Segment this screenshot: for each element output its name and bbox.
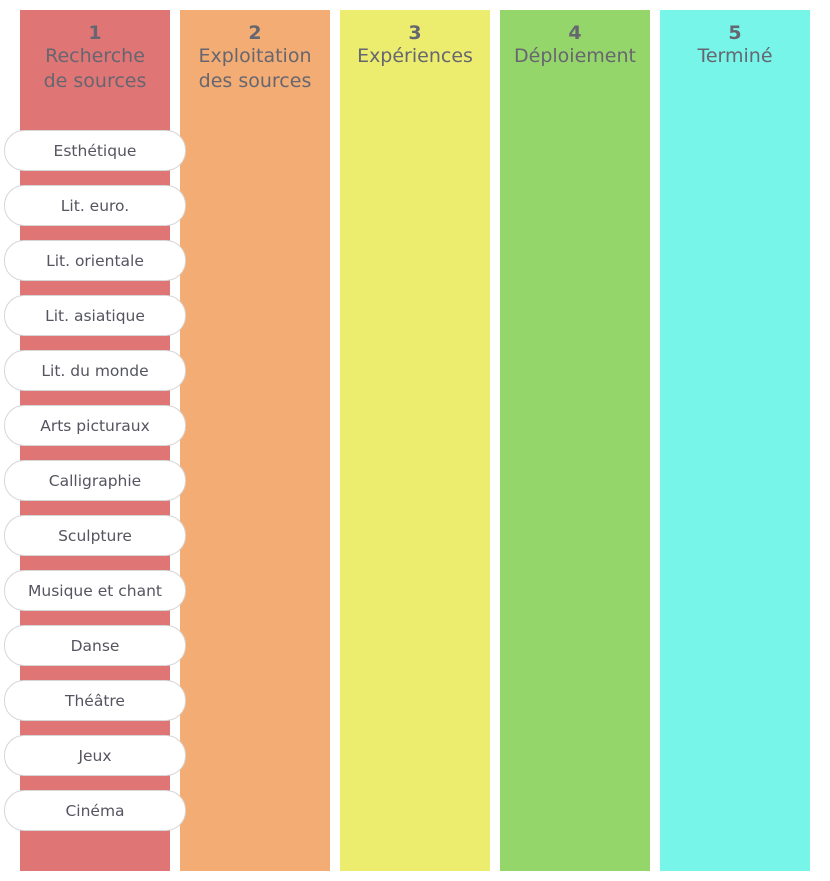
card-lit-orientale[interactable]: Lit. orientale xyxy=(4,240,186,281)
card-musique-et-chant[interactable]: Musique et chant xyxy=(4,570,186,611)
card-jeux[interactable]: Jeux xyxy=(4,735,186,776)
column-header: 2 Exploitation des sources xyxy=(180,22,330,94)
column-number: 5 xyxy=(728,22,742,44)
column-title-line2: des sources xyxy=(198,70,312,92)
card-calligraphie[interactable]: Calligraphie xyxy=(4,460,186,501)
card-lit-euro[interactable]: Lit. euro. xyxy=(4,185,186,226)
card-lit-asiatique[interactable]: Lit. asiatique xyxy=(4,295,186,336)
card-theatre[interactable]: Théâtre xyxy=(4,680,186,721)
column-number: 2 xyxy=(248,22,262,44)
card-sculpture[interactable]: Sculpture xyxy=(4,515,186,556)
column-title-line1: Terminé xyxy=(697,45,773,67)
card-arts-picturaux[interactable]: Arts picturaux xyxy=(4,405,186,446)
column-header: 3 Expériences xyxy=(340,22,490,69)
card-cinema[interactable]: Cinéma xyxy=(4,790,186,831)
column-number: 4 xyxy=(568,22,582,44)
column-title-line1: Recherche xyxy=(45,45,145,67)
column-title-line1: Déploiement xyxy=(514,45,636,67)
card-esthetique[interactable]: Esthétique xyxy=(4,130,186,171)
column-termine: 5 Terminé xyxy=(660,10,810,871)
card-danse[interactable]: Danse xyxy=(4,625,186,666)
column-number: 1 xyxy=(88,22,102,44)
card-list: Esthétique Lit. euro. Lit. orientale Lit… xyxy=(4,130,186,845)
column-header: 5 Terminé xyxy=(660,22,810,69)
column-experiences: 3 Expériences xyxy=(340,10,490,871)
column-title-line2: de sources xyxy=(43,70,147,92)
column-header: 1 Recherche de sources xyxy=(20,22,170,94)
column-deploiement: 4 Déploiement xyxy=(500,10,650,871)
column-number: 3 xyxy=(408,22,422,44)
column-exploitation-des-sources: 2 Exploitation des sources xyxy=(180,10,330,871)
column-title-line1: Exploitation xyxy=(198,45,312,67)
column-header: 4 Déploiement xyxy=(500,22,650,69)
column-title-line1: Expériences xyxy=(357,45,473,67)
card-lit-du-monde[interactable]: Lit. du monde xyxy=(4,350,186,391)
